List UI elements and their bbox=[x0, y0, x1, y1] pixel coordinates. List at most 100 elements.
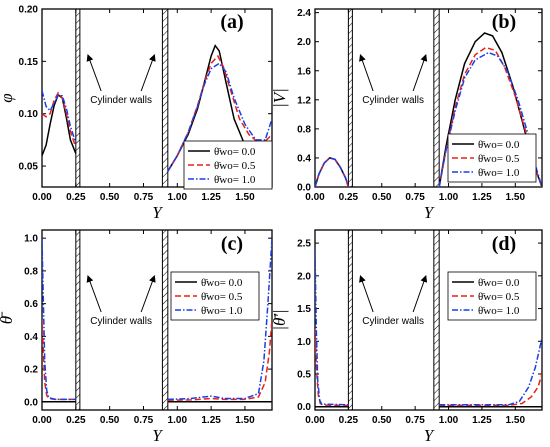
plot-frame bbox=[314, 8, 543, 188]
y-tick-label: 2.0 bbox=[297, 271, 311, 282]
annotation-arrow-left bbox=[86, 275, 102, 313]
series-line-3 bbox=[315, 249, 349, 406]
series-group bbox=[315, 32, 542, 187]
x-tick-label: 0.25 bbox=[66, 415, 86, 426]
x-tick-label: 0.75 bbox=[134, 415, 154, 426]
legend-label-3: θ̄wo= 1.0 bbox=[201, 305, 243, 317]
y-tick-label: 2.4 bbox=[297, 8, 311, 19]
y-tick-label: 2.5 bbox=[297, 239, 311, 250]
panel-label: (c) bbox=[221, 233, 243, 255]
y-axis-label: θ̄ bbox=[0, 311, 16, 324]
legend: θ̄wo= 0.0 θ̄wo= 0.5 θ̄wo= 1.0 bbox=[447, 133, 537, 183]
y-tick-label: 0.15 bbox=[19, 57, 39, 68]
legend-label-2: θ̄wo= 0.5 bbox=[478, 291, 520, 303]
cylinder-wall-1 bbox=[347, 8, 353, 188]
x-tick-label: 0.75 bbox=[134, 192, 154, 203]
legend-label-2: θ̄wo= 0.5 bbox=[201, 291, 243, 303]
legend: θ̄wo= 0.0 θ̄wo= 0.5 θ̄wo= 1.0 bbox=[170, 271, 260, 321]
y-tick-label: 0.4 bbox=[297, 153, 311, 164]
legend-label-3: θ̄wo= 1.0 bbox=[478, 167, 520, 179]
cylinder-wall-2 bbox=[161, 8, 169, 188]
cylinder-wall-1 bbox=[75, 229, 81, 411]
series-line-3 bbox=[315, 157, 350, 187]
x-tick-label: 0.00 bbox=[32, 192, 52, 203]
series-line-3 bbox=[42, 90, 77, 144]
x-tick-label: 0.50 bbox=[372, 415, 392, 426]
y-tick-label: 0.0 bbox=[297, 402, 311, 413]
x-tick-label: 1.25 bbox=[201, 192, 221, 203]
y-tick-label: 1.0 bbox=[24, 234, 38, 245]
legend-label-3: θ̄wo= 1.0 bbox=[478, 305, 520, 317]
x-tick-label: 1.25 bbox=[201, 415, 221, 426]
panel-label: (b) bbox=[492, 11, 516, 33]
x-tick-label: 1.25 bbox=[472, 192, 492, 203]
cylinder-wall-1 bbox=[75, 8, 81, 188]
x-tick-label: 0.75 bbox=[405, 415, 425, 426]
series-line-2 bbox=[167, 319, 272, 401]
cylinder-wall-2 bbox=[433, 8, 440, 188]
legend-label-3: θ̄wo= 1.0 bbox=[214, 174, 256, 186]
x-tick-label: 0.50 bbox=[372, 192, 392, 203]
x-tick-label: 0.25 bbox=[66, 192, 86, 203]
cylinder-walls-annotation: Cylinder walls bbox=[90, 316, 152, 327]
series-line-2 bbox=[42, 319, 76, 401]
x-tick-label: 0.25 bbox=[339, 192, 359, 203]
x-tick-label: 0.00 bbox=[305, 415, 325, 426]
legend: θ̄wo= 0.0 θ̄wo= 0.5 θ̄wo= 1.0 bbox=[183, 140, 273, 190]
y-tick-label: 0.5 bbox=[297, 370, 311, 381]
panel-c: 0.00 0.25 0.50 0.75 1.00 1.25 1.50 0.0 0.2 0.4 0.6… bbox=[0, 229, 273, 445]
y-tick-label: 0.8 bbox=[297, 124, 311, 135]
series-line-3 bbox=[439, 337, 542, 406]
x-axis-label: Y bbox=[152, 426, 163, 445]
x-tick-label: 0.50 bbox=[100, 192, 120, 203]
x-tick-label: 0.50 bbox=[100, 415, 120, 426]
x-tick-label: 0.25 bbox=[339, 415, 359, 426]
series-line-2 bbox=[42, 91, 77, 148]
x-tick-label: 0.00 bbox=[305, 192, 325, 203]
y-tick-label: 0.6 bbox=[24, 299, 38, 310]
y-axis-label: φ bbox=[0, 93, 16, 102]
annotation-arrow-left bbox=[359, 54, 374, 92]
cylinder-wall-1 bbox=[347, 229, 353, 411]
y-tick-label: 0.4 bbox=[24, 332, 38, 343]
series-group bbox=[42, 238, 272, 403]
y-tick-label: 0.2 bbox=[24, 365, 38, 376]
x-tick-label: 1.00 bbox=[439, 192, 459, 203]
legend-label-2: θ̄wo= 0.5 bbox=[214, 160, 256, 172]
legend-label-1: θ̄wo= 0.0 bbox=[478, 139, 520, 151]
x-tick-label: 1.00 bbox=[168, 192, 188, 203]
panel-label: (d) bbox=[492, 233, 516, 255]
y-tick-label: 0.0 bbox=[24, 397, 38, 408]
series-line-3 bbox=[438, 51, 542, 187]
x-tick-label: 1.50 bbox=[506, 415, 526, 426]
cylinder-walls-annotation: Cylinder walls bbox=[362, 95, 424, 106]
x-tick-label: 1.50 bbox=[235, 192, 255, 203]
series-line-3 bbox=[42, 238, 76, 401]
series-line-3 bbox=[167, 238, 272, 401]
annotation-arrow-right bbox=[412, 54, 428, 92]
annotation-arrow-right bbox=[412, 275, 428, 313]
x-axis-label: Y bbox=[152, 203, 163, 222]
series-group bbox=[315, 249, 542, 408]
y-tick-label: 0.10 bbox=[19, 109, 39, 120]
y-tick-label: 1.6 bbox=[297, 66, 311, 77]
x-tick-label: 1.50 bbox=[506, 192, 526, 203]
cylinder-walls-annotation: Cylinder walls bbox=[90, 95, 152, 106]
y-tick-label: 0.05 bbox=[19, 162, 39, 173]
plot-frame bbox=[41, 8, 273, 188]
plot-frame bbox=[314, 229, 543, 411]
y-tick-label: 0.20 bbox=[19, 5, 39, 16]
annotation-arrow-left bbox=[359, 275, 374, 313]
annotation-arrow-left bbox=[86, 54, 102, 92]
annotation-arrow-right bbox=[140, 275, 156, 313]
panel-a: 0.00 0.25 0.50 0.75 1.00 1.25 1.50 0.05 0.10 0.15… bbox=[0, 5, 273, 222]
x-axis-label: Y bbox=[424, 426, 435, 445]
series-line-3 bbox=[167, 62, 272, 172]
legend-label-1: θ̄wo= 0.0 bbox=[214, 146, 256, 158]
x-axis-label: Y bbox=[424, 203, 435, 222]
x-tick-label: 1.00 bbox=[168, 415, 188, 426]
y-axis-label: |V| bbox=[270, 88, 289, 108]
legend-label-2: θ̄wo= 0.5 bbox=[478, 153, 520, 165]
y-axis-label: |θ̄'| bbox=[270, 309, 289, 330]
